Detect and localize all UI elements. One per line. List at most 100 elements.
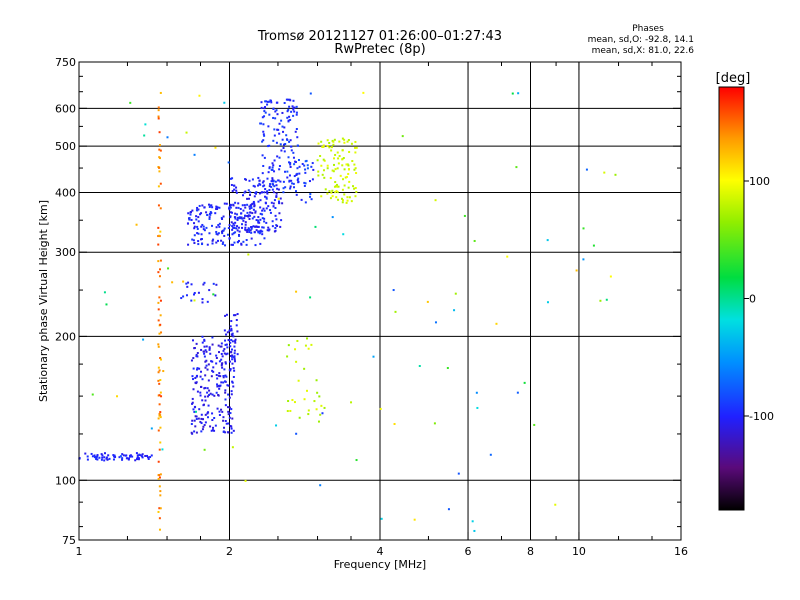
scatter-point-o-trace-e-dense bbox=[196, 352, 199, 355]
scatter-point-o-trace-f-rise bbox=[272, 139, 275, 142]
scatter-point-o-trace-f-main bbox=[232, 222, 235, 225]
scatter-point-x-trace-low bbox=[320, 404, 323, 407]
scatter-point-o-trace-f-main bbox=[261, 217, 264, 220]
scatter-point-x-trace-low bbox=[294, 348, 297, 351]
scatter-point-o-trace-e-upper bbox=[230, 320, 233, 323]
y-tick-label: 200 bbox=[55, 330, 76, 343]
scatter-point-o-trace-f-lower bbox=[254, 244, 257, 247]
scatter-point-vertical-noise-line bbox=[158, 296, 161, 299]
scatter-point-vertical-noise-line bbox=[158, 528, 161, 531]
scatter-point-o-trace-f-main bbox=[252, 208, 255, 211]
scatter-point-x-trace-f bbox=[328, 190, 331, 193]
scatter-point-o-trace-low-a bbox=[103, 452, 106, 455]
scatter-point-o-trace-e-upper bbox=[230, 348, 233, 351]
scatter-point-vertical-noise-line bbox=[159, 411, 162, 414]
scatter-point-vertical-noise-line bbox=[157, 417, 160, 420]
scatter-point-x-trace-f bbox=[337, 157, 340, 160]
scatter-point-o-trace-f-rise bbox=[289, 163, 292, 166]
scatter-point-sparse-noise bbox=[355, 459, 358, 462]
scatter-point-o-trace-e-dense bbox=[224, 404, 227, 407]
scatter-point-o-trace-low-a bbox=[149, 456, 152, 459]
scatter-point-o-trace-f-main bbox=[265, 197, 268, 200]
scatter-point-x-trace-f bbox=[345, 163, 348, 166]
scatter-point-o-trace-e-dense bbox=[195, 431, 198, 434]
scatter-point-o-trace-f-rise bbox=[270, 168, 273, 171]
scatter-point-o-trace-e-dense bbox=[219, 375, 222, 378]
scatter-point-o-trace-e-dense bbox=[228, 416, 231, 419]
x-tick-label: 6 bbox=[465, 545, 472, 558]
scatter-point-o-trace-f-rise bbox=[273, 170, 276, 173]
scatter-point-o-trace-f-rise bbox=[290, 149, 293, 152]
scatter-point-o-trace-f-lower bbox=[202, 228, 205, 231]
scatter-point-x-trace-f bbox=[342, 178, 345, 181]
scatter-point-x-trace-f bbox=[337, 185, 340, 188]
scatter-point-o-trace-f-main bbox=[265, 221, 268, 224]
scatter-point-o-trace-e-dense bbox=[203, 387, 206, 390]
scatter-point-sparse-noise bbox=[523, 381, 526, 384]
scatter-point-o-trace-e-dense bbox=[190, 422, 193, 425]
scatter-point-x-trace-f bbox=[352, 185, 355, 188]
scatter-point-o-trace-e-dense bbox=[208, 394, 211, 397]
scatter-point-o-trace-f-main bbox=[272, 205, 275, 208]
scatter-point-o-trace-e-dense bbox=[233, 369, 236, 372]
scatter-point-vertical-noise-line bbox=[159, 323, 162, 326]
scatter-point-o-trace-f-main bbox=[269, 211, 272, 214]
scatter-point-o-trace-f-main bbox=[236, 213, 239, 216]
scatter-point-o-trace-f-rise bbox=[260, 106, 263, 109]
scatter-point-o-trace-f-rise bbox=[263, 115, 266, 118]
x-tick-label: 2 bbox=[226, 545, 233, 558]
scatter-point-sparse-noise bbox=[185, 131, 188, 134]
scatter-point-x-trace-f bbox=[339, 174, 342, 177]
scatter-point-o-trace-f-lower bbox=[247, 215, 250, 218]
scatter-point-sparse-noise bbox=[585, 168, 588, 171]
scatter-point-x-trace-f bbox=[330, 191, 333, 194]
scatter-point-o-trace-f-rise bbox=[289, 187, 292, 190]
scatter-point-vertical-noise-line bbox=[159, 314, 162, 317]
scatter-point-o-trace-e-dense bbox=[211, 393, 214, 396]
scatter-point-o-trace-f-rise bbox=[268, 167, 271, 170]
scatter-point-x-trace-f bbox=[326, 167, 329, 170]
scatter-point-x-trace-f bbox=[343, 141, 346, 144]
scatter-point-o-trace-mid bbox=[202, 283, 205, 286]
scatter-point-o-trace-f-lower bbox=[188, 218, 191, 221]
scatter-point-x-trace-f bbox=[354, 151, 357, 154]
scatter-point-o-trace-e-dense bbox=[211, 419, 214, 422]
scatter-point-o-trace-f-rise bbox=[295, 111, 298, 114]
scatter-point-o-trace-e-dense bbox=[227, 413, 230, 416]
scatter-point-o-trace-low-a bbox=[122, 454, 125, 457]
scatter-point-o-trace-mid bbox=[214, 294, 217, 297]
scatter-point-o-trace-f-lower bbox=[244, 206, 247, 209]
scatter-point-o-trace-f-rise bbox=[282, 191, 285, 194]
scatter-point-o-trace-e-dense bbox=[231, 417, 234, 420]
scatter-point-o-trace-f-rise bbox=[295, 190, 298, 193]
scatter-point-o-trace-e-dense bbox=[222, 419, 225, 422]
scatter-point-x-trace-f bbox=[346, 199, 349, 202]
scatter-point-o-trace-e-dense bbox=[218, 387, 221, 390]
scatter-point-o-trace-f-main bbox=[232, 204, 235, 207]
scatter-point-o-trace-f-main bbox=[249, 191, 252, 194]
scatter-point-x-trace-f bbox=[343, 193, 346, 196]
scatter-point-x-trace-f bbox=[337, 162, 340, 165]
scatter-point-vertical-noise-line bbox=[159, 299, 162, 302]
scatter-point-o-trace-e-dense bbox=[229, 345, 232, 348]
scatter-point-o-trace-mid bbox=[212, 282, 215, 285]
scatter-point-o-trace-f-lower bbox=[206, 243, 209, 246]
scatter-point-o-trace-f-rise bbox=[267, 100, 270, 103]
scatter-point-o-trace-f-rise bbox=[289, 161, 292, 164]
scatter-point-x-trace-f bbox=[336, 185, 339, 188]
scatter-point-o-trace-f-rise bbox=[272, 179, 275, 182]
scatter-point-x-trace-low bbox=[297, 379, 300, 382]
scatter-point-sparse-noise bbox=[142, 338, 145, 341]
scatter-point-o-trace-e-dense bbox=[231, 380, 234, 383]
scatter-point-sparse-noise bbox=[166, 136, 169, 139]
scatter-point-o-trace-f-main bbox=[237, 206, 240, 209]
scatter-point-o-trace-f-main bbox=[243, 191, 246, 194]
scatter-point-o-trace-e-dense bbox=[221, 410, 224, 413]
scatter-point-o-trace-f-main bbox=[274, 206, 277, 209]
scatter-point-o-trace-e-dense bbox=[203, 352, 206, 355]
scatter-point-o-trace-low-a bbox=[106, 458, 109, 461]
scatter-point-o-trace-low-a bbox=[86, 455, 89, 458]
scatter-point-o-trace-e-dense bbox=[216, 383, 219, 386]
scatter-point-o-trace-f-lower bbox=[208, 205, 211, 208]
scatter-point-vertical-noise-line bbox=[159, 473, 162, 476]
